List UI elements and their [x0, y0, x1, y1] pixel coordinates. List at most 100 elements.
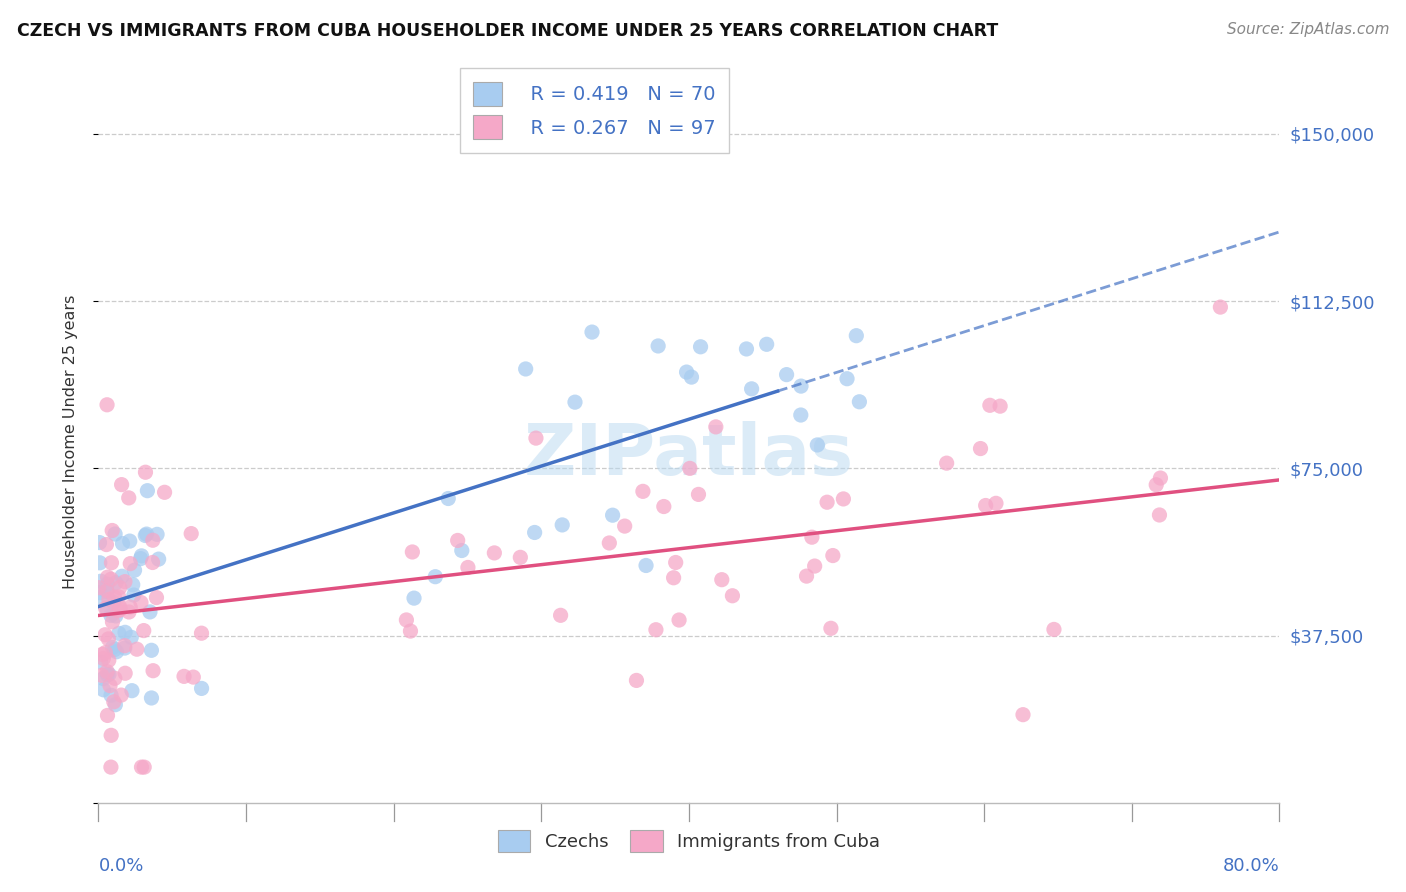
Point — [551, 517, 574, 532]
Text: Source: ZipAtlas.com: Source: ZipAtlas.com — [1226, 22, 1389, 37]
Point — [108, 626, 131, 640]
Point — [90, 574, 112, 589]
Point — [848, 394, 870, 409]
Point — [142, 533, 165, 548]
Point — [974, 499, 997, 513]
Point — [581, 325, 603, 339]
Point — [509, 550, 531, 565]
Point — [118, 605, 141, 619]
Point — [93, 682, 115, 697]
Text: 0.0%: 0.0% — [98, 857, 143, 875]
Point — [94, 628, 117, 642]
Point — [129, 551, 152, 566]
Point — [89, 585, 111, 599]
Point — [979, 398, 1001, 412]
Point — [665, 556, 688, 570]
Point — [741, 382, 763, 396]
Point — [399, 624, 422, 638]
Point — [524, 431, 547, 445]
Point — [96, 538, 118, 552]
Point — [564, 395, 586, 409]
Point — [100, 728, 122, 742]
Point — [114, 625, 136, 640]
Point — [118, 534, 141, 549]
Point — [101, 524, 124, 538]
Point — [110, 688, 132, 702]
Point — [103, 695, 125, 709]
Point — [125, 642, 148, 657]
Point — [114, 639, 136, 653]
Point — [96, 602, 118, 616]
Point — [96, 584, 118, 599]
Point — [141, 690, 163, 705]
Point — [450, 543, 472, 558]
Point — [988, 399, 1011, 413]
Point — [821, 549, 844, 563]
Point — [121, 577, 143, 591]
Point — [91, 672, 114, 686]
Point — [1149, 471, 1171, 485]
Point — [668, 613, 690, 627]
Point — [120, 600, 142, 615]
Point — [984, 496, 1007, 510]
Point — [457, 560, 479, 574]
Point — [131, 760, 153, 774]
Text: 80.0%: 80.0% — [1223, 857, 1279, 875]
Point — [148, 552, 170, 566]
Point — [136, 483, 159, 498]
Point — [602, 508, 624, 523]
Point — [1012, 707, 1035, 722]
Point — [124, 563, 146, 577]
Point — [190, 681, 212, 696]
Point — [96, 398, 118, 412]
Point — [631, 484, 654, 499]
Point — [515, 362, 537, 376]
Point — [755, 337, 778, 351]
Point — [845, 328, 868, 343]
Point — [105, 645, 128, 659]
Point — [104, 671, 127, 685]
Point — [107, 604, 129, 618]
Point — [550, 608, 572, 623]
Point — [118, 491, 141, 505]
Point — [97, 653, 120, 667]
Point — [626, 673, 648, 688]
Point — [104, 608, 127, 623]
Point — [141, 643, 163, 657]
Point — [134, 528, 156, 542]
Point — [91, 648, 114, 662]
Point — [114, 641, 136, 656]
Point — [820, 621, 842, 635]
Point — [121, 683, 143, 698]
Point — [122, 588, 145, 602]
Point — [647, 339, 669, 353]
Point — [107, 590, 129, 604]
Point — [675, 365, 697, 379]
Point — [96, 577, 118, 591]
Point — [402, 591, 425, 606]
Point — [108, 602, 131, 616]
Point — [969, 442, 991, 456]
Point — [145, 591, 167, 605]
Point — [101, 640, 124, 655]
Point — [135, 527, 157, 541]
Point — [100, 760, 122, 774]
Point — [806, 438, 828, 452]
Point — [139, 605, 162, 619]
Point — [103, 590, 125, 604]
Point — [103, 595, 125, 609]
Point — [104, 698, 127, 712]
Point — [97, 592, 120, 607]
Point — [120, 630, 142, 644]
Point — [645, 623, 668, 637]
Point — [935, 456, 957, 470]
Point — [100, 608, 122, 623]
Point — [96, 667, 118, 681]
Point — [104, 575, 127, 590]
Point — [89, 556, 111, 570]
Point — [90, 655, 112, 669]
Point — [1209, 300, 1232, 314]
Point — [815, 495, 838, 509]
Point — [111, 569, 134, 583]
Point — [832, 491, 855, 506]
